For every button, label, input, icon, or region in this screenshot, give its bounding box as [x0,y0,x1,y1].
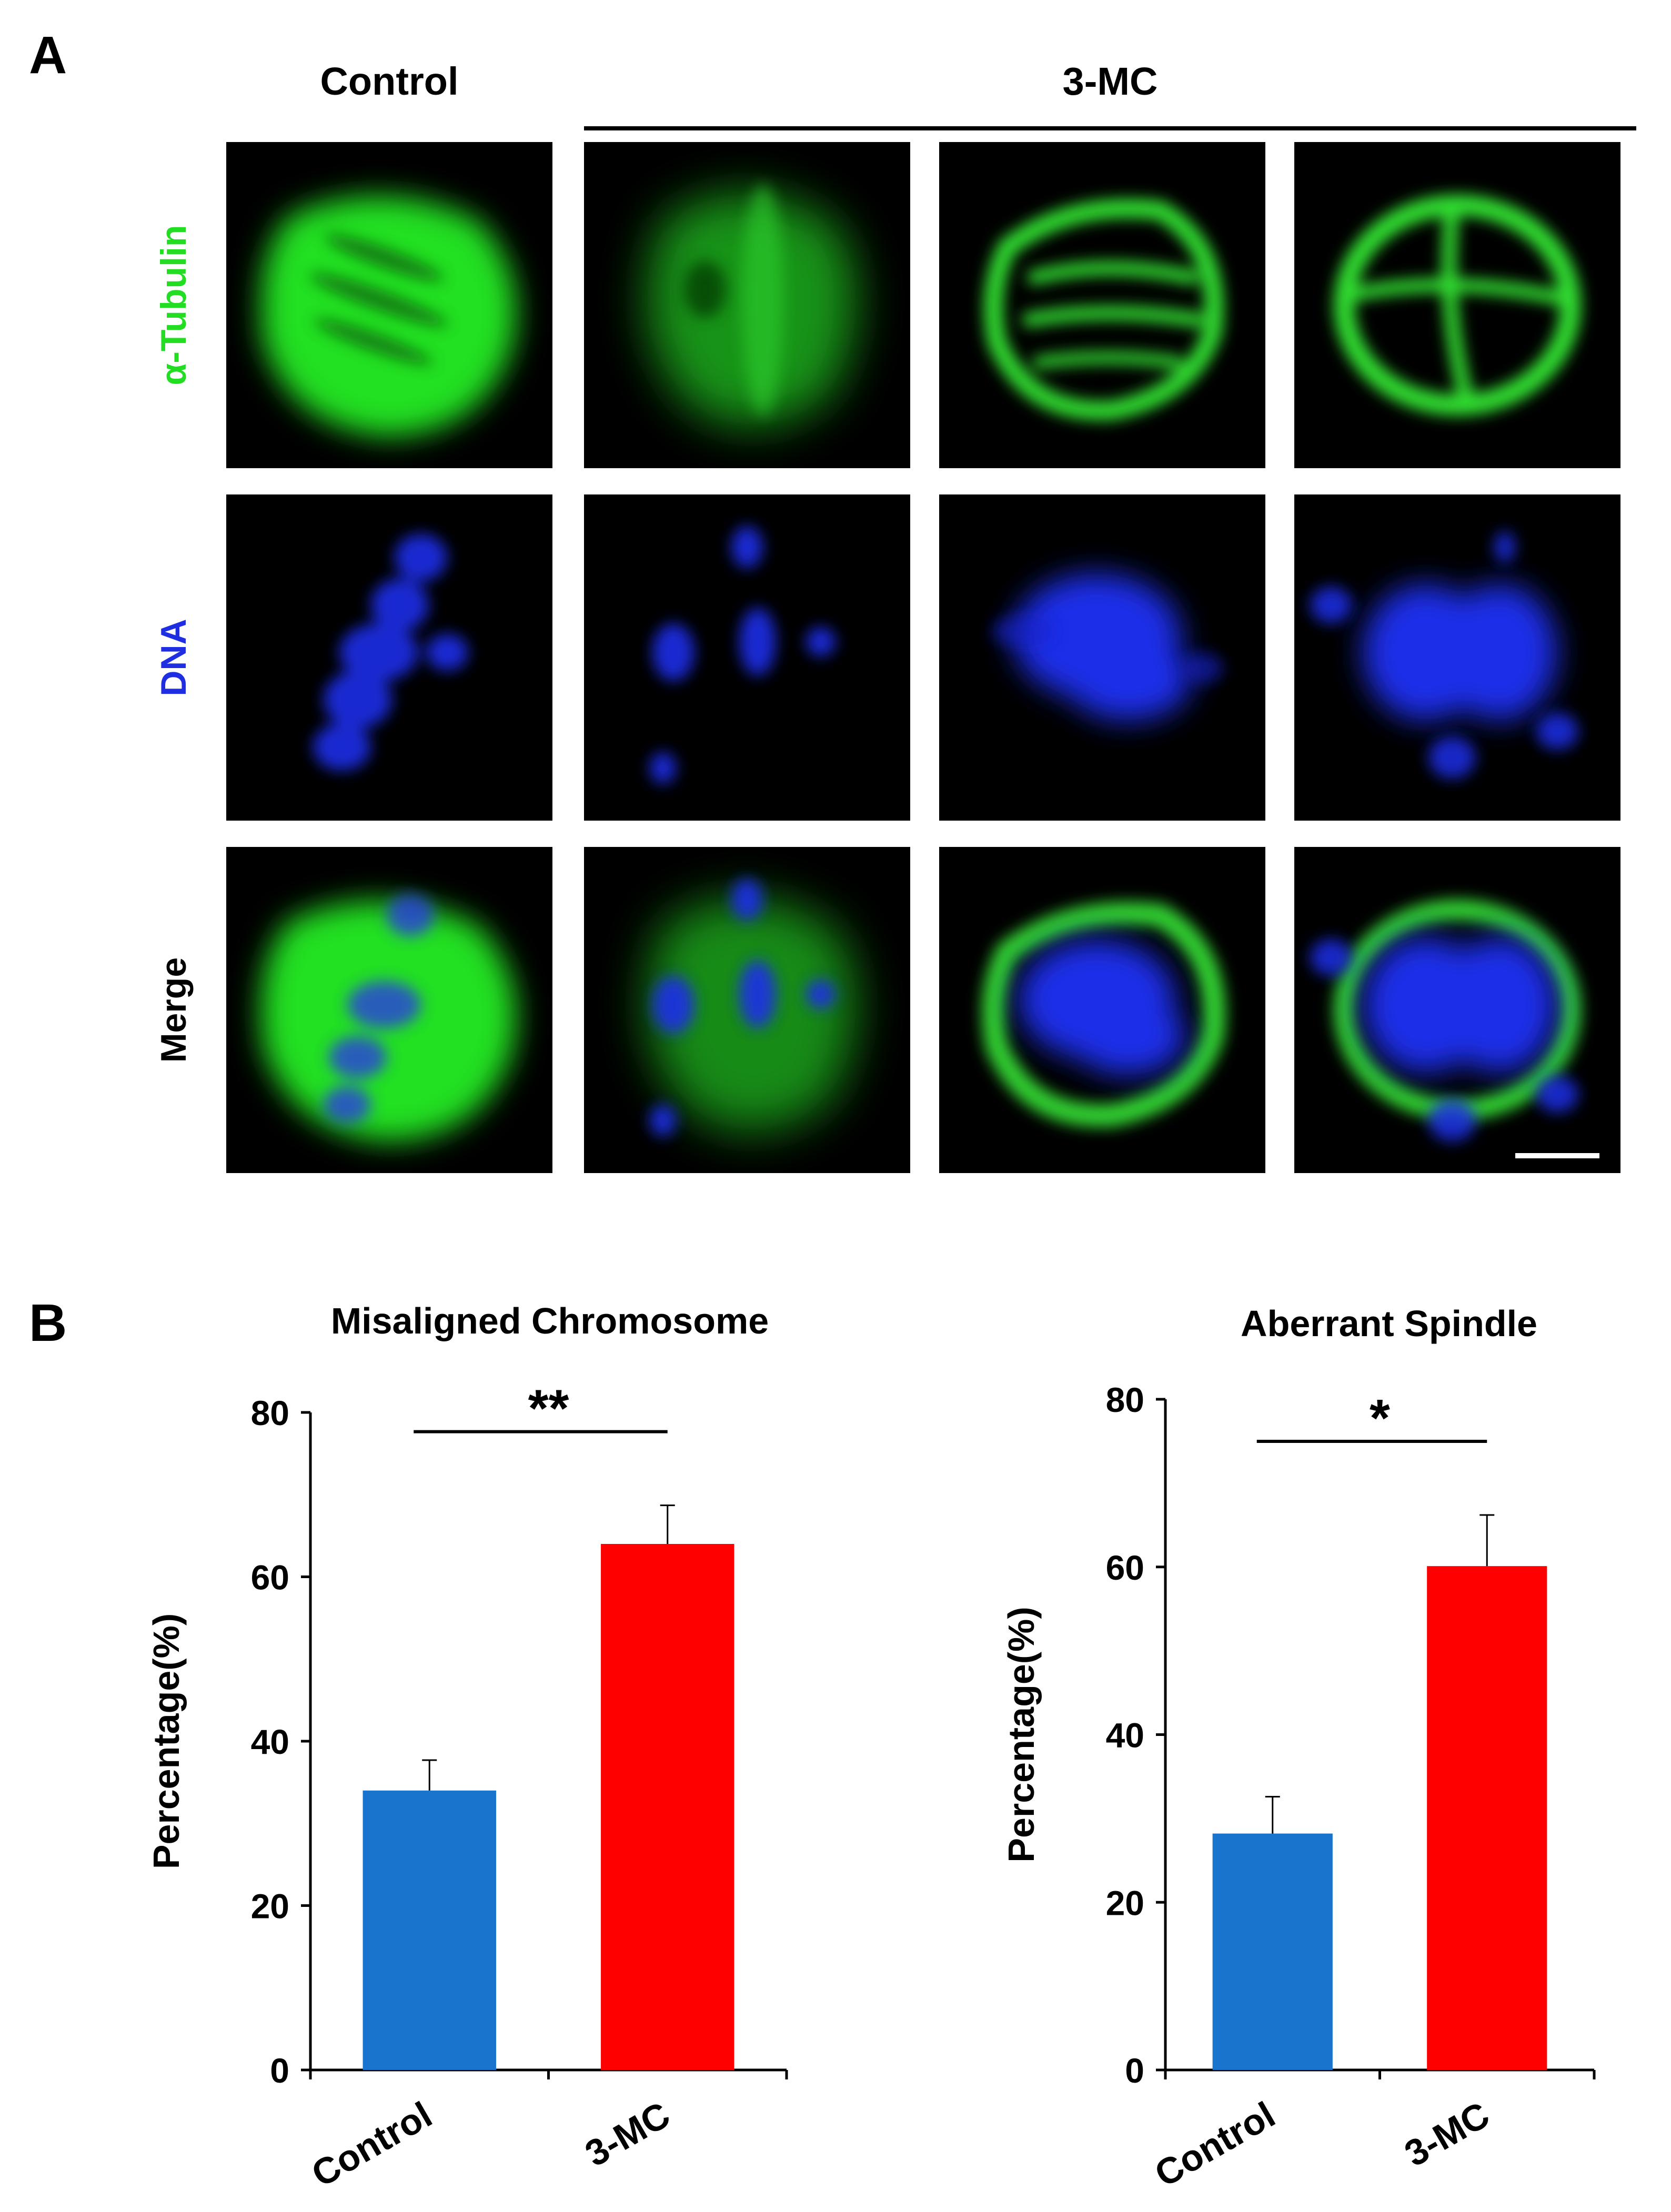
treatment-column-label: 3-MC [1062,59,1158,103]
tubulin-row-label: α-Tubulin [154,225,194,386]
y-tick-label: 0 [270,2051,289,2090]
x-tick-label: 3-MC [1398,2094,1496,2174]
x-tick-label: Control [305,2094,438,2195]
y-axis-label: Percentage(%) [1001,1607,1042,1862]
merge-control-image [226,847,552,1173]
dna-3mc-image-3 [1294,494,1620,821]
dna-row-label: DNA [154,619,194,696]
dna-3mc-image-2 [939,494,1265,821]
y-tick-label: 80 [1106,1380,1144,1419]
y-tick-label: 40 [1106,1716,1144,1755]
significance-marker: ** [528,1379,569,1438]
y-axis-label: Percentage(%) [146,1613,187,1869]
misaligned-chromosome-chart: Misaligned Chromosome Percentage(%) 0 20 40 6… [146,1300,788,2195]
panel-b-letter: B [29,1294,67,1352]
y-tick-label: 40 [251,1722,289,1761]
chart-title: Misaligned Chromosome [331,1300,769,1341]
treatment-group-bar [584,126,1636,130]
tubulin-3mc-image-1 [584,142,910,468]
bar-treatment [601,1544,734,2070]
tubulin-3mc-image-2 [939,142,1265,468]
bar-control [1212,1833,1333,2070]
tubulin-control-image [226,142,552,468]
dna-3mc-image-1 [584,494,910,821]
merge-3mc-image-1 [584,847,910,1173]
x-tick-label: Control [1148,2094,1282,2195]
control-column-label: Control [320,59,459,103]
tubulin-3mc-image-3 [1294,142,1620,468]
chart-title: Aberrant Spindle [1241,1303,1537,1344]
panel-a-letter: A [29,26,67,85]
y-tick-label: 0 [1125,2051,1144,2090]
y-tick-label: 20 [1106,1883,1144,1922]
merge-3mc-image-3 [1294,847,1620,1173]
scale-bar [1515,1153,1599,1158]
merge-3mc-image-2 [939,847,1265,1173]
x-tick-label: 3-MC [578,2094,677,2174]
y-tick-label: 60 [251,1558,289,1597]
merge-row-label: Merge [154,957,194,1063]
y-tick-label: 80 [251,1393,289,1432]
bar-control [363,1790,496,2070]
aberrant-spindle-chart: Aberrant Spindle Percentage(%) 0 20 40 60 80 Co… [1001,1303,1596,2195]
significance-marker: * [1370,1389,1390,1448]
y-tick-label: 60 [1106,1548,1144,1587]
y-tick-label: 20 [251,1887,289,1926]
dna-control-image [226,494,552,821]
bar-treatment [1427,1566,1547,2070]
